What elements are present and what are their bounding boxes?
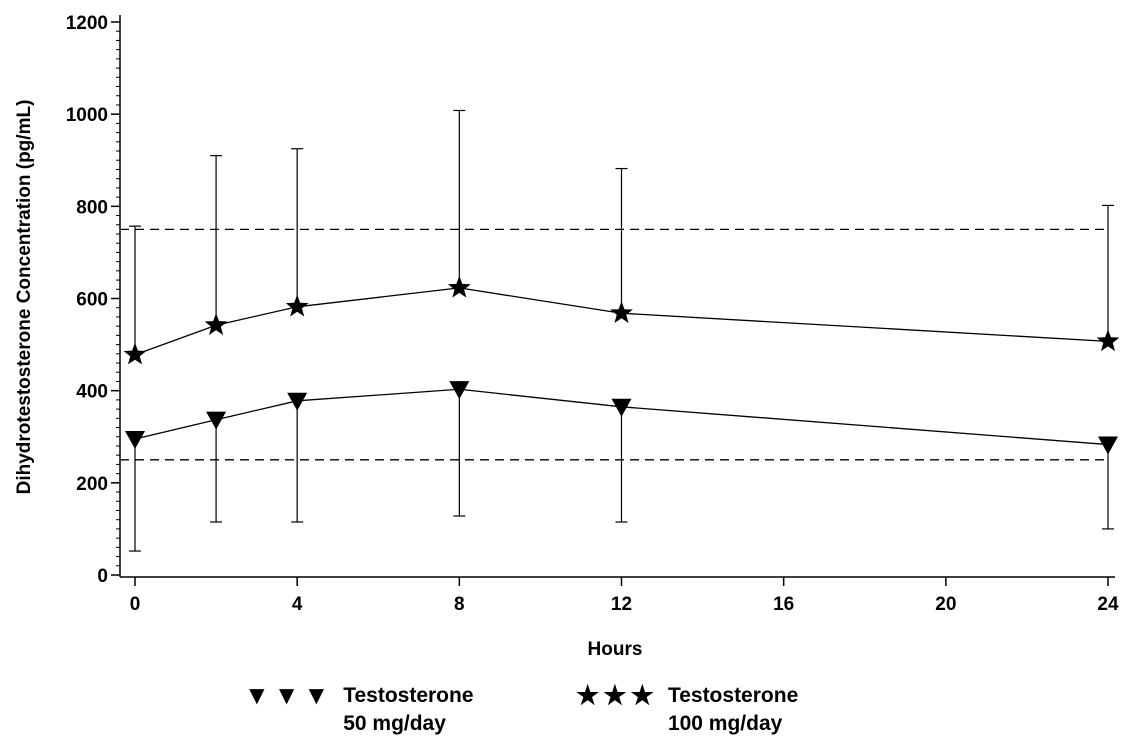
star-marker — [123, 342, 147, 365]
y-tick-label: 1200 — [66, 13, 108, 34]
y-tick-label: 0 — [97, 566, 108, 587]
triangle-down-marker — [1098, 436, 1118, 455]
star-marker — [204, 313, 228, 335]
y-axis-title: Dihydrotestosterone Concentration (pg/mL… — [14, 100, 35, 495]
x-tick-label: 16 — [773, 594, 794, 615]
triangle-down-marker — [449, 381, 470, 400]
x-tick-label: 8 — [454, 594, 465, 615]
legend-label-50mg-line2: 50 mg/day — [343, 712, 446, 735]
series-line-star — [134, 287, 1109, 356]
triangle-down-marker — [611, 398, 632, 417]
triangle-down-marker — [206, 411, 227, 430]
star-icon: ★★★ — [576, 680, 658, 710]
y-tick-label: 200 — [76, 474, 108, 495]
triangle-down-marker — [287, 392, 308, 411]
series-lines — [134, 287, 1109, 446]
star-marker — [285, 294, 309, 317]
star-marker — [447, 275, 471, 298]
x-tick-label: 0 — [130, 594, 141, 615]
x-tick-label: 4 — [292, 594, 303, 615]
triangle-down-icon: ▼▼▼ — [244, 680, 334, 710]
y-tick-label: 800 — [76, 197, 108, 218]
x-tick-label: 12 — [611, 594, 632, 615]
series-line-triangle-down — [134, 388, 1109, 446]
axes: 0 200 400 600 800 1000 1200 0 4 8 12 16 20 24 — [66, 13, 1119, 615]
legend-item-100mg: ★★★ Testosterone 100 mg/day — [576, 682, 798, 738]
legend-label-50mg-line1: Testosterone — [343, 684, 474, 707]
x-axis-title: Hours — [588, 639, 643, 660]
legend-label-100mg-line1: Testosterone — [667, 684, 799, 707]
legend-item-50mg: ▼▼▼ Testosterone 50 mg/day — [244, 682, 474, 738]
legend-label-100mg-line2: 100 mg/day — [667, 712, 783, 735]
star-marker — [1096, 329, 1120, 352]
reference-lines — [120, 228, 1110, 461]
y-tick-label: 400 — [76, 382, 108, 403]
error-bars — [129, 109, 1114, 552]
x-tick-label: 24 — [1097, 594, 1119, 615]
triangle-down-marker — [125, 430, 145, 449]
y-tick-label: 1000 — [66, 105, 108, 126]
y-tick-label: 600 — [76, 290, 108, 311]
x-tick-label: 20 — [935, 594, 956, 615]
star-marker — [610, 301, 633, 323]
data-markers — [123, 275, 1120, 455]
